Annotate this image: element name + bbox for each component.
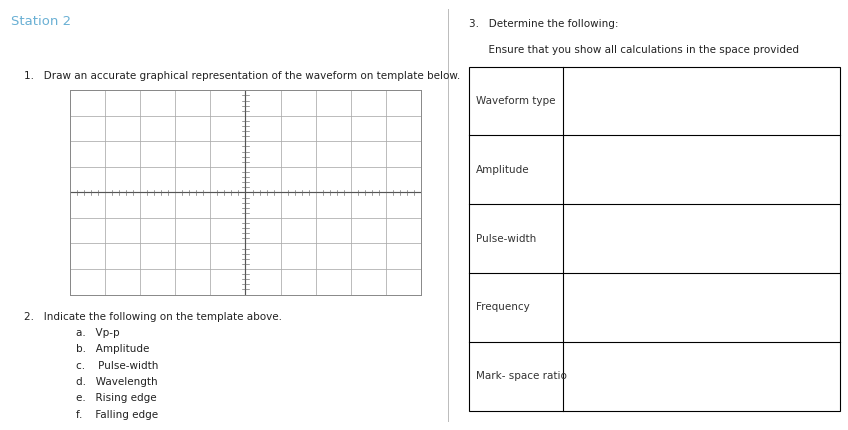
Text: c.    Pulse-width: c. Pulse-width <box>76 361 159 371</box>
Text: Station 2: Station 2 <box>11 15 71 28</box>
Text: Ensure that you show all calculations in the space provided: Ensure that you show all calculations in… <box>469 45 799 55</box>
Text: b.   Amplitude: b. Amplitude <box>76 344 150 354</box>
Text: e.   Rising edge: e. Rising edge <box>76 393 157 403</box>
Text: 3.   Determine the following:: 3. Determine the following: <box>469 19 618 29</box>
Text: a.   Vp-p: a. Vp-p <box>76 328 120 338</box>
Text: Waveform type: Waveform type <box>476 96 555 106</box>
Text: Mark- space ratio: Mark- space ratio <box>476 371 566 381</box>
Text: f.    Falling edge: f. Falling edge <box>76 410 159 420</box>
Text: Pulse-width: Pulse-width <box>476 233 536 244</box>
Text: d.   Wavelength: d. Wavelength <box>76 377 158 387</box>
Text: Frequency: Frequency <box>476 302 529 313</box>
Text: Amplitude: Amplitude <box>476 165 529 175</box>
Text: 1.   Draw an accurate graphical representation of the waveform on template below: 1. Draw an accurate graphical representa… <box>24 71 460 81</box>
Text: 2.   Indicate the following on the template above.: 2. Indicate the following on the templat… <box>24 312 282 322</box>
